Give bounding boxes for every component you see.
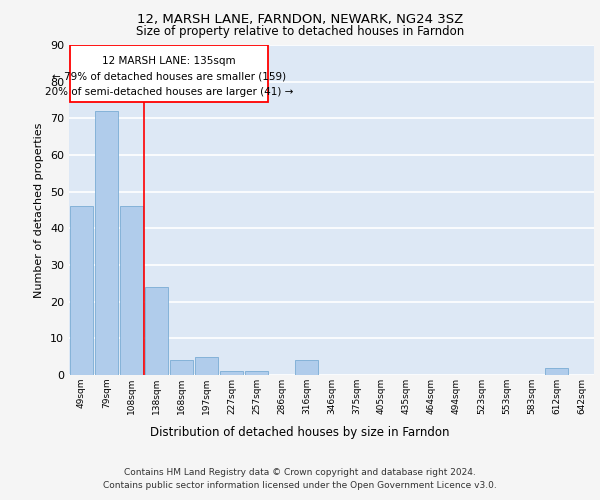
Text: 20% of semi-detached houses are larger (41) →: 20% of semi-detached houses are larger (…	[45, 86, 293, 97]
FancyBboxPatch shape	[70, 45, 268, 102]
Bar	[95, 111, 118, 375]
Bar	[120, 206, 143, 375]
Text: Distribution of detached houses by size in Farndon: Distribution of detached houses by size …	[150, 426, 450, 439]
Bar	[220, 372, 243, 375]
Bar	[145, 287, 168, 375]
Bar	[70, 206, 93, 375]
Text: ← 79% of detached houses are smaller (159): ← 79% of detached houses are smaller (15…	[52, 72, 286, 82]
Bar	[295, 360, 318, 375]
Bar	[170, 360, 193, 375]
Text: Contains public sector information licensed under the Open Government Licence v3: Contains public sector information licen…	[103, 482, 497, 490]
Text: 12, MARSH LANE, FARNDON, NEWARK, NG24 3SZ: 12, MARSH LANE, FARNDON, NEWARK, NG24 3S…	[137, 12, 463, 26]
Bar	[195, 356, 218, 375]
Text: Contains HM Land Registry data © Crown copyright and database right 2024.: Contains HM Land Registry data © Crown c…	[124, 468, 476, 477]
Text: 12 MARSH LANE: 135sqm: 12 MARSH LANE: 135sqm	[102, 56, 236, 66]
Bar	[245, 372, 268, 375]
Text: Size of property relative to detached houses in Farndon: Size of property relative to detached ho…	[136, 25, 464, 38]
Bar	[545, 368, 568, 375]
Y-axis label: Number of detached properties: Number of detached properties	[34, 122, 44, 298]
